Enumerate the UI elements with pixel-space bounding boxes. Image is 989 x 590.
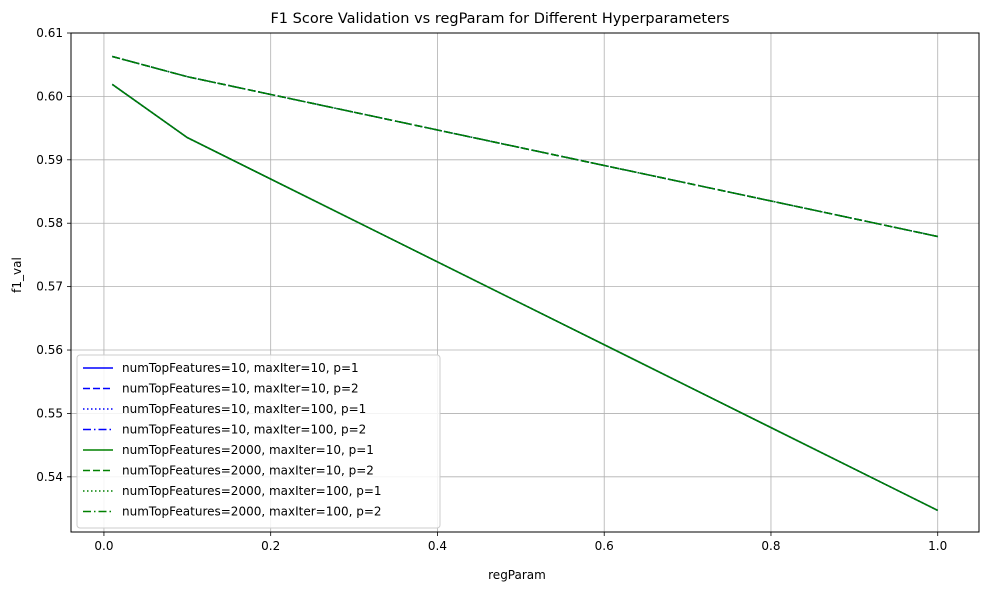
legend-label: numTopFeatures=10, maxIter=100, p=1 — [122, 402, 366, 416]
series-lines — [111, 55, 939, 512]
x-tick-label: 0.2 — [261, 539, 280, 553]
chart-title: F1 Score Validation vs regParam for Diff… — [270, 11, 729, 27]
x-tick-label: 0.0 — [94, 539, 113, 553]
y-tick-label: 0.55 — [36, 406, 63, 420]
y-axis-label: f1_val — [10, 257, 24, 293]
legend-label: numTopFeatures=2000, maxIter=100, p=2 — [122, 505, 382, 519]
y-tick-label: 0.58 — [36, 216, 63, 230]
y-tick-label: 0.56 — [36, 343, 63, 357]
x-tick-label: 0.4 — [428, 539, 447, 553]
series-line-5 — [111, 83, 939, 512]
legend: numTopFeatures=10, maxIter=10, p=1 numTop… — [76, 354, 441, 529]
legend-label: numTopFeatures=2000, maxIter=100, p=1 — [122, 484, 382, 498]
series-line-6 — [112, 55, 938, 238]
x-axis-ticks: 0.0 0.2 0.4 0.6 0.8 1.0 — [94, 532, 947, 553]
x-axis-label: regParam — [488, 568, 546, 582]
y-tick-label: 0.60 — [36, 89, 63, 103]
y-tick-label: 0.61 — [36, 26, 63, 40]
legend-label: numTopFeatures=10, maxIter=10, p=1 — [122, 361, 359, 375]
legend-label: numTopFeatures=10, maxIter=100, p=2 — [122, 423, 366, 437]
legend-box — [76, 354, 441, 529]
y-axis-ticks: 0.54 0.55 0.56 0.57 0.58 0.59 0.60 0.61 — [36, 26, 71, 484]
series-line-8 — [112, 55, 938, 238]
x-tick-label: 0.6 — [595, 539, 614, 553]
plot-frame — [70, 32, 980, 533]
legend-label: numTopFeatures=2000, maxIter=10, p=1 — [122, 443, 374, 457]
y-tick-label: 0.54 — [36, 470, 63, 484]
x-tick-label: 1.0 — [928, 539, 947, 553]
legend-label: numTopFeatures=10, maxIter=10, p=2 — [122, 382, 359, 396]
y-tick-label: 0.59 — [36, 153, 63, 167]
legend-label: numTopFeatures=2000, maxIter=10, p=2 — [122, 464, 374, 478]
x-tick-label: 0.8 — [761, 539, 780, 553]
y-tick-label: 0.57 — [36, 280, 63, 294]
